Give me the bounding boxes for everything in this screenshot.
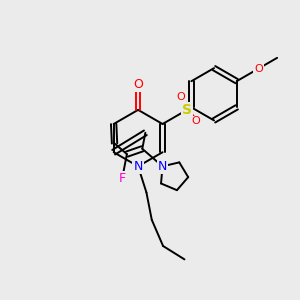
Text: O: O: [133, 78, 143, 91]
Text: S: S: [182, 103, 192, 117]
Text: F: F: [118, 172, 126, 185]
Text: O: O: [177, 92, 185, 102]
Text: O: O: [254, 64, 263, 74]
Text: N: N: [134, 160, 143, 173]
Text: N: N: [158, 160, 167, 173]
Text: O: O: [191, 116, 200, 127]
